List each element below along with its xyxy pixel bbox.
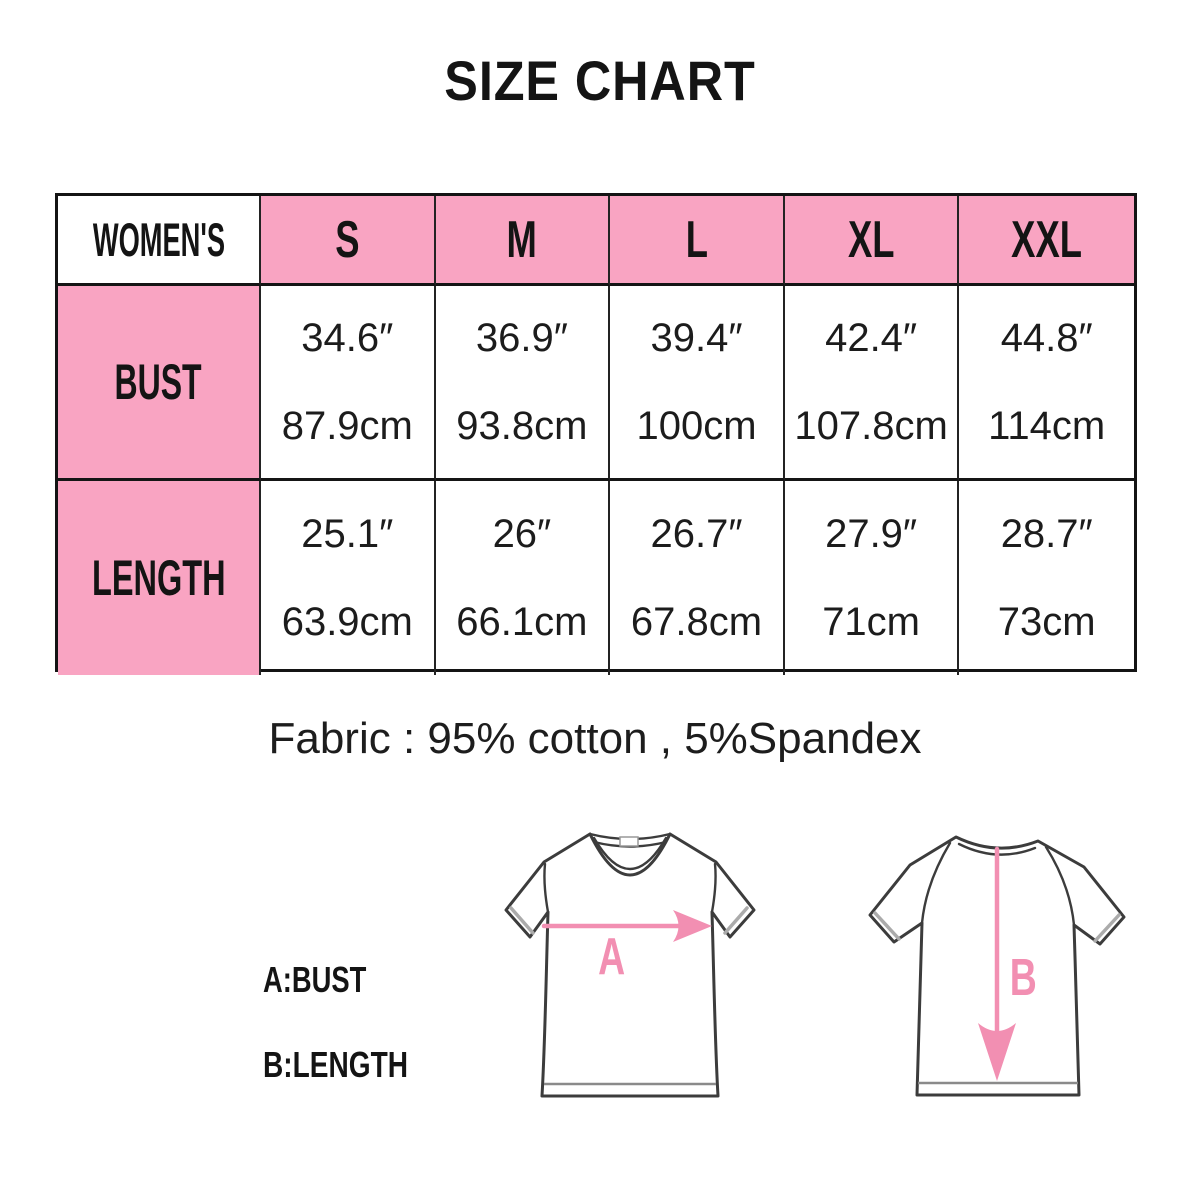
front-arrow-label: A	[598, 927, 625, 986]
header-cell-xl: XL	[784, 196, 960, 286]
back-shirt-diagram: B	[868, 835, 1126, 1097]
length-xxl-in: 28.7″	[1000, 512, 1093, 556]
bust-m-cm: 93.8cm	[456, 404, 588, 448]
bust-cell-xxl: 44.8″ 114cm	[959, 286, 1134, 481]
length-xxl-cm: 73cm	[997, 600, 1096, 644]
length-cell-xxl: 28.7″ 73cm	[959, 481, 1134, 675]
bust-xl-cm: 107.8cm	[794, 404, 948, 448]
front-left-cuff-shade	[509, 906, 535, 935]
page-title: SIZE CHART	[0, 48, 1200, 113]
bust-s-cm: 87.9cm	[281, 404, 413, 448]
length-s-in: 25.1″	[301, 512, 394, 556]
length-xl-in: 27.9″	[825, 512, 918, 556]
length-cell-s: 25.1″ 63.9cm	[261, 481, 436, 675]
back-arrow-label: B	[1010, 948, 1037, 1007]
length-l-cm: 67.8cm	[630, 600, 763, 644]
back-left-armhole-seam	[920, 841, 952, 925]
front-right-armhole-seam	[710, 862, 717, 914]
front-right-cuff-shade	[723, 906, 749, 935]
legend-a-bust: A:BUST	[263, 959, 367, 1000]
bust-xxl-cm: 114cm	[988, 404, 1106, 448]
collar-tag	[619, 836, 639, 847]
header-cell-m: M	[435, 196, 611, 286]
bust-cell-xl: 42.4″ 107.8cm	[784, 286, 960, 481]
header-cell-l: L	[610, 196, 785, 286]
back-left-cuff-shade	[873, 911, 901, 941]
front-left-armhole-seam	[543, 862, 550, 914]
back-right-cuff-shade	[1093, 913, 1121, 943]
bust-xl-in: 42.4″	[825, 316, 918, 360]
bust-xxl-in: 44.8″	[1000, 316, 1093, 360]
length-m-in: 26″	[492, 512, 552, 556]
bust-l-in: 39.4″	[650, 316, 743, 360]
bust-cell-m: 36.9″ 93.8cm	[435, 286, 611, 481]
front-collar-inner-edge	[592, 836, 668, 870]
header-cell-s: S	[261, 196, 436, 286]
legend-b-length: B:LENGTH	[263, 1044, 409, 1085]
front-shirt-diagram: A	[504, 832, 756, 1098]
back-right-armhole-seam	[1044, 845, 1076, 927]
fabric-note: Fabric : 95% cotton , 5%Spandex	[268, 714, 922, 763]
header-cell-xxl: XXL	[959, 196, 1134, 286]
sizes-table: WOMEN'S S M L XL XXL BUST 34.6″ 87.9cm 3…	[55, 193, 1137, 675]
row-label-length: LENGTH	[58, 481, 261, 675]
length-xl-cm: 71cm	[822, 600, 920, 644]
length-cell-l: 26.7″ 67.8cm	[610, 481, 785, 675]
bust-s-in: 34.6″	[301, 316, 394, 360]
bust-cell-s: 34.6″ 87.9cm	[261, 286, 436, 481]
bust-cell-l: 39.4″ 100cm	[610, 286, 785, 481]
length-l-in: 26.7″	[650, 512, 743, 556]
bust-m-in: 36.9″	[475, 316, 568, 360]
length-s-cm: 63.9cm	[281, 600, 413, 644]
length-cell-m: 26″ 66.1cm	[436, 481, 611, 675]
row-label-bust: BUST	[58, 286, 261, 481]
header-cell-womens: WOMEN'S	[58, 196, 261, 286]
bust-arrowhead-icon	[673, 910, 712, 942]
length-arrowhead-icon	[978, 1023, 1016, 1081]
length-cell-xl: 27.9″ 71cm	[785, 481, 960, 675]
page-title-text: SIZE CHART	[444, 49, 756, 112]
front-shirt-outline	[504, 832, 756, 1098]
length-m-cm: 66.1cm	[456, 600, 588, 644]
bust-l-cm: 100cm	[636, 404, 757, 448]
